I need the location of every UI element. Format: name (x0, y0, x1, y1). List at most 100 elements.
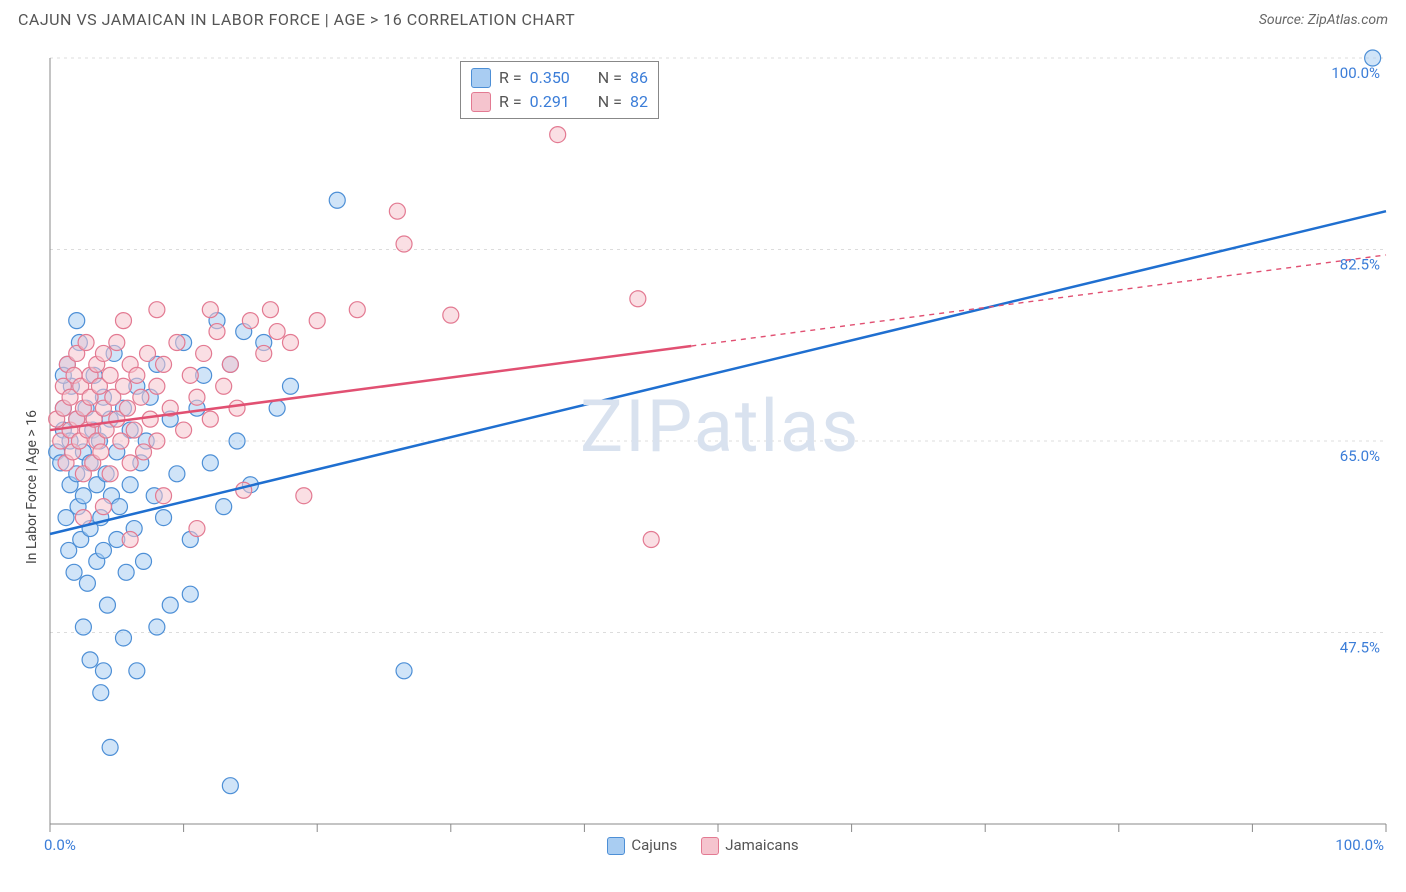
scatter-point (115, 378, 131, 394)
source-label: Source: ZipAtlas.com (1259, 12, 1388, 28)
legend-swatch (607, 837, 625, 855)
scatter-point (643, 531, 659, 547)
scatter-point (111, 499, 127, 515)
legend-swatch (471, 68, 491, 88)
correlation-legend-row: R =0.291N =82 (471, 90, 648, 114)
scatter-point (202, 411, 218, 427)
correlation-legend-row: R = 0.350 N = 86 (471, 66, 648, 90)
scatter-point (182, 367, 198, 383)
scatter-point (115, 630, 131, 646)
scatter-point (126, 422, 142, 438)
trend-line (50, 211, 1386, 534)
n-value: 86 (630, 66, 648, 90)
n-label: N = (598, 66, 622, 90)
n-value: 82 (630, 90, 648, 114)
scatter-point (156, 488, 172, 504)
scatter-point (242, 313, 258, 329)
scatter-point (202, 302, 218, 318)
scatter-point (115, 313, 131, 329)
scatter-point (269, 324, 285, 340)
chart-title: CAJUN VS JAMAICAN IN LABOR FORCE | AGE >… (18, 10, 575, 29)
scatter-point (189, 521, 205, 537)
scatter-point (222, 356, 238, 372)
scatter-point (140, 345, 156, 361)
scatter-point (119, 400, 135, 416)
scatter-point (162, 597, 178, 613)
scatter-point (109, 335, 125, 351)
scatter-point (95, 663, 111, 679)
scatter-point (122, 477, 138, 493)
scatter-point (229, 433, 245, 449)
scatter-point (216, 499, 232, 515)
scatter-point (396, 236, 412, 252)
scatter-point (93, 444, 109, 460)
r-value: 0.350 (530, 66, 570, 90)
scatter-point (122, 455, 138, 471)
scatter-point (82, 652, 98, 668)
scatter-point (1365, 50, 1381, 66)
legend-label: Cajuns (631, 836, 677, 854)
scatter-point (75, 619, 91, 635)
legend-item: Cajuns (607, 836, 677, 855)
scatter-point (202, 455, 218, 471)
scatter-point (169, 335, 185, 351)
scatter-point (269, 400, 285, 416)
scatter-point (229, 400, 245, 416)
scatter-point (66, 564, 82, 580)
x-axis-min-label: 0.0% (44, 836, 76, 854)
scatter-point (149, 619, 165, 635)
scatter-point (142, 411, 158, 427)
scatter-point (196, 345, 212, 361)
scatter-point (75, 510, 91, 526)
correlation-legend: R =0.350N =86R =0.291N =82 (460, 61, 659, 119)
scatter-point (129, 663, 145, 679)
scatter-point (122, 531, 138, 547)
scatter-point (136, 553, 152, 569)
r-label: R = (499, 66, 522, 90)
scatter-point (78, 335, 94, 351)
chart-area: In Labor Force | Age > 16 ZIPatlas 47.5%… (0, 44, 1406, 864)
scatter-point (389, 203, 405, 219)
legend-item: Jamaicans (701, 836, 798, 855)
scatter-point (176, 422, 192, 438)
x-axis-max-label: 100.0% (1335, 836, 1384, 854)
scatter-point (136, 444, 152, 460)
scatter-point (443, 307, 459, 323)
scatter-point (630, 291, 646, 307)
scatter-point (156, 356, 172, 372)
scatter-plot-svg: 47.5%65.0%82.5%100.0% (0, 44, 1406, 864)
scatter-point (75, 488, 91, 504)
scatter-point (296, 488, 312, 504)
scatter-point (282, 335, 298, 351)
scatter-point (189, 389, 205, 405)
legend-swatch (701, 837, 719, 855)
svg-text:100.0%: 100.0% (1331, 64, 1380, 82)
scatter-point (95, 542, 111, 558)
scatter-point (329, 192, 345, 208)
scatter-point (79, 575, 95, 591)
scatter-point (102, 466, 118, 482)
n-label: N = (598, 90, 622, 114)
legend-swatch (471, 92, 491, 112)
series-legend: Cajuns Jamaicans (0, 836, 1406, 855)
svg-text:47.5%: 47.5% (1340, 639, 1380, 657)
scatter-point (550, 127, 566, 143)
scatter-point (349, 302, 365, 318)
legend-label: Jamaicans (725, 836, 798, 854)
scatter-point (95, 345, 111, 361)
scatter-point (169, 466, 185, 482)
scatter-point (222, 778, 238, 794)
r-label: R = (499, 90, 522, 114)
scatter-point (102, 367, 118, 383)
scatter-point (129, 367, 145, 383)
scatter-point (156, 510, 172, 526)
scatter-point (262, 302, 278, 318)
scatter-point (133, 389, 149, 405)
scatter-point (282, 378, 298, 394)
scatter-point (216, 378, 232, 394)
scatter-point (256, 345, 272, 361)
scatter-point (182, 586, 198, 602)
svg-text:65.0%: 65.0% (1340, 447, 1380, 465)
scatter-point (118, 564, 134, 580)
scatter-point (149, 433, 165, 449)
